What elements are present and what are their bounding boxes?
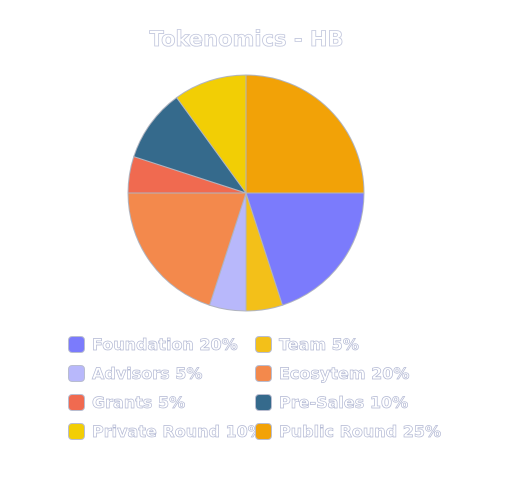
chart-title: Tokenomics - HB [149,27,344,52]
legend-label: Grants 5% [92,393,186,413]
legend-swatch [68,394,85,412]
legend-label: Pre-Sales 10% [279,393,409,413]
pie-slice-foundation[interactable] [245,192,365,306]
legend-swatch [255,394,272,412]
legend-swatch [255,423,272,441]
legend-label: Private Round 10% [92,422,265,442]
legend-swatch [68,423,85,441]
legend-item-foundation[interactable]: Foundation 20% [68,333,238,355]
legend-swatch [255,364,272,382]
legend-item-team[interactable]: Team 5% [255,333,359,355]
legend-swatch [68,364,85,382]
legend-label: Public Round 25% [279,422,442,442]
legend-label: Foundation 20% [92,334,238,354]
legend-item-private-round[interactable]: Private Round 10% [68,421,264,443]
pie-slice-ecosytem[interactable] [127,192,247,306]
legend-label: Advisors 5% [92,363,203,383]
legend-item-public-round[interactable]: Public Round 25% [255,421,441,443]
legend-swatch [68,335,85,353]
legend-swatch [255,335,272,353]
legend-item-advisors[interactable]: Advisors 5% [68,362,203,384]
pie-slice-private-round[interactable] [175,74,247,195]
legend-item-pre-sales[interactable]: Pre-Sales 10% [255,392,409,414]
legend-label: Team 5% [279,334,360,354]
legend-item-ecosytem[interactable]: Ecosytem 20% [255,362,410,384]
legend-label: Ecosytem 20% [279,363,410,383]
legend-item-grants[interactable]: Grants 5% [68,392,185,414]
pie-slice-public-round[interactable] [245,74,365,194]
pie-slice-pre-sales[interactable] [133,96,248,194]
